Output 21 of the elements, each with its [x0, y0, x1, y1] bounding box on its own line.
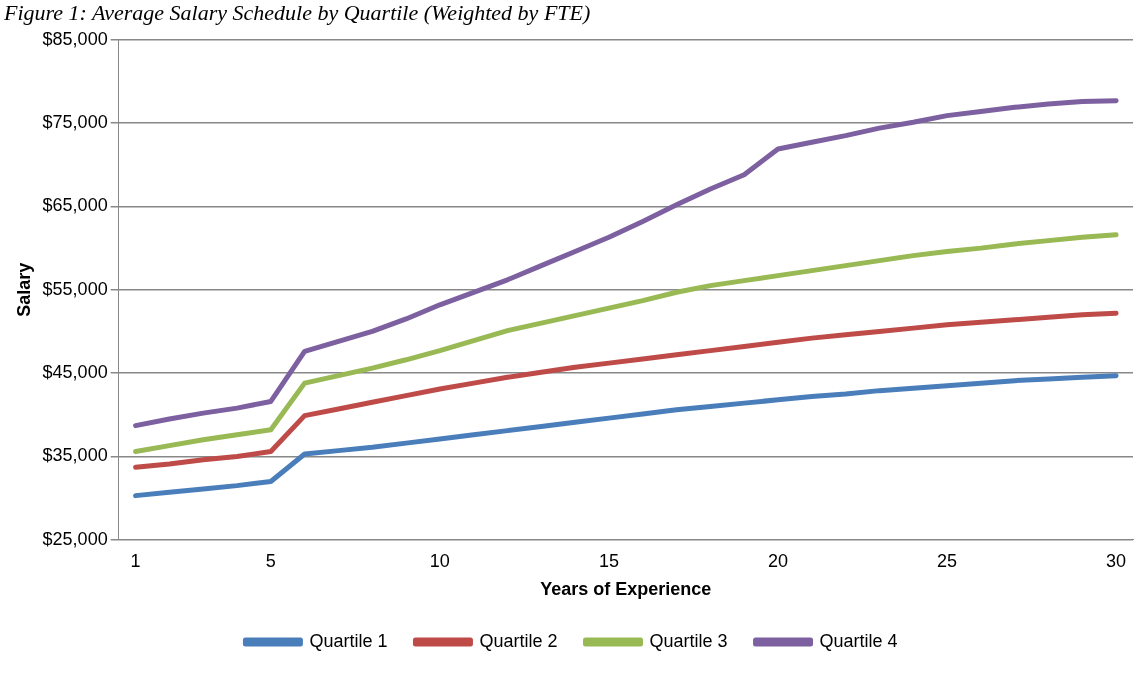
y-tick-label: $85,000	[42, 28, 108, 49]
x-tick-label: 20	[767, 550, 788, 571]
legend-label: Quartile 1	[309, 630, 388, 651]
chart-title: Figure 1: Average Salary Schedule by Quartile (Weighted by FTE)	[3, 0, 592, 26]
y-tick-label: $55,000	[42, 278, 108, 299]
y-tick-label: $65,000	[42, 195, 108, 216]
x-tick-label: 30	[1106, 550, 1127, 571]
x-tick-label: 5	[265, 550, 276, 571]
legend-label: Quartile 2	[479, 630, 558, 651]
y-tick-label: $45,000	[42, 362, 108, 383]
y-tick-label: $75,000	[42, 112, 108, 133]
y-axis-title: Salary	[13, 262, 34, 317]
y-tick-label: $35,000	[42, 445, 108, 466]
x-axis-title: Years of Experience	[540, 579, 712, 600]
x-tick-label: 10	[429, 550, 450, 571]
legend-label: Quartile 4	[819, 630, 898, 651]
x-tick-label: 25	[937, 550, 958, 571]
x-tick-label: 1	[130, 550, 141, 571]
y-tick-label: $25,000	[42, 528, 108, 549]
legend-label: Quartile 3	[649, 630, 728, 651]
x-tick-label: 15	[598, 550, 619, 571]
